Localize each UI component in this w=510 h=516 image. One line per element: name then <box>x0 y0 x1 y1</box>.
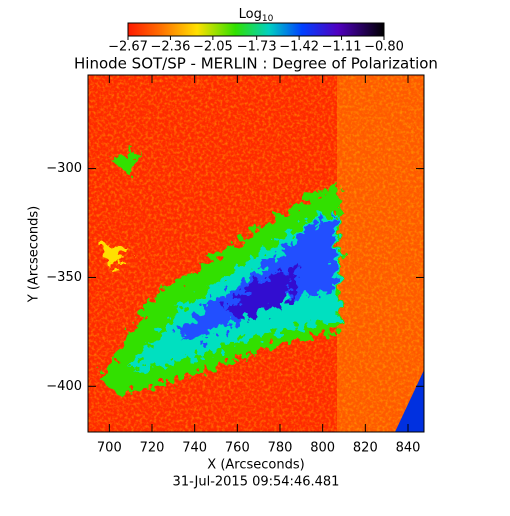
colorbar-tick-label: −1.73 <box>237 40 277 55</box>
x-axis-label: X (Arcseconds) <box>207 458 304 473</box>
colorbar-tick-label: −1.11 <box>322 40 362 55</box>
y-axis-label: Y (Arcseconds) <box>27 206 42 303</box>
chart-title: Hinode SOT/SP - MERLIN : Degree of Polar… <box>74 55 438 73</box>
x-tick-label: 820 <box>353 441 378 456</box>
x-tick-label: 780 <box>268 441 293 456</box>
colorbar <box>127 22 385 37</box>
x-tick-label: 720 <box>140 441 165 456</box>
footer: 31-Jul-2015 09:54:46.481 <box>173 475 340 490</box>
x-tick-label: 740 <box>182 441 207 456</box>
y-tick-label: −400 <box>46 379 82 394</box>
x-tick-label: 760 <box>225 441 250 456</box>
y-tick-label: −300 <box>46 161 82 176</box>
colorbar-tick-label: −2.67 <box>108 40 148 55</box>
heatmap-image <box>88 75 424 432</box>
colorbar-tick-label: −0.80 <box>364 40 404 55</box>
x-tick-label: 700 <box>97 441 122 456</box>
y-tick-label: −350 <box>46 270 82 285</box>
x-tick-label: 840 <box>396 441 421 456</box>
colorbar-tick-label: −1.42 <box>279 40 319 55</box>
colorbar-label: Log10 <box>239 7 274 24</box>
plot-frame <box>87 74 425 433</box>
x-tick-label: 800 <box>310 441 335 456</box>
colorbar-tick-label: −2.05 <box>193 40 233 55</box>
colorbar-tick-label: −2.36 <box>151 40 191 55</box>
